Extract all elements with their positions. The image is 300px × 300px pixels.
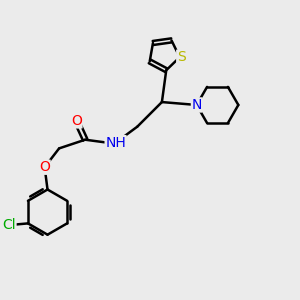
Text: S: S [177, 50, 185, 64]
Text: N: N [191, 98, 202, 112]
Text: NH: NH [105, 136, 126, 150]
Text: O: O [39, 160, 50, 174]
Text: Cl: Cl [2, 218, 16, 232]
Text: O: O [71, 114, 82, 128]
